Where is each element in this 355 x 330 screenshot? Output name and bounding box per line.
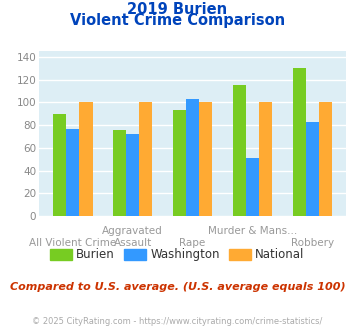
Text: Assault: Assault <box>114 238 152 248</box>
Bar <box>53 114 66 216</box>
Bar <box>139 102 152 216</box>
Text: Aggravated: Aggravated <box>102 226 163 236</box>
Bar <box>66 128 80 216</box>
Text: 2019 Burien: 2019 Burien <box>127 2 228 16</box>
Bar <box>173 110 186 216</box>
Bar <box>80 102 93 216</box>
Bar <box>126 134 139 216</box>
Text: Violent Crime Comparison: Violent Crime Comparison <box>70 13 285 28</box>
Text: Robbery: Robbery <box>291 238 334 248</box>
Text: Murder & Mans...: Murder & Mans... <box>208 226 297 236</box>
Text: All Violent Crime: All Violent Crime <box>29 238 116 248</box>
Bar <box>186 99 199 216</box>
Bar <box>199 102 212 216</box>
Bar <box>259 102 272 216</box>
Bar <box>319 102 332 216</box>
Text: Compared to U.S. average. (U.S. average equals 100): Compared to U.S. average. (U.S. average … <box>10 282 345 292</box>
Bar <box>293 68 306 216</box>
Legend: Burien, Washington, National: Burien, Washington, National <box>50 248 305 261</box>
Bar <box>113 130 126 216</box>
Bar <box>306 122 319 216</box>
Text: © 2025 CityRating.com - https://www.cityrating.com/crime-statistics/: © 2025 CityRating.com - https://www.city… <box>32 317 323 326</box>
Bar <box>246 158 259 216</box>
Bar <box>233 85 246 216</box>
Text: Rape: Rape <box>180 238 206 248</box>
